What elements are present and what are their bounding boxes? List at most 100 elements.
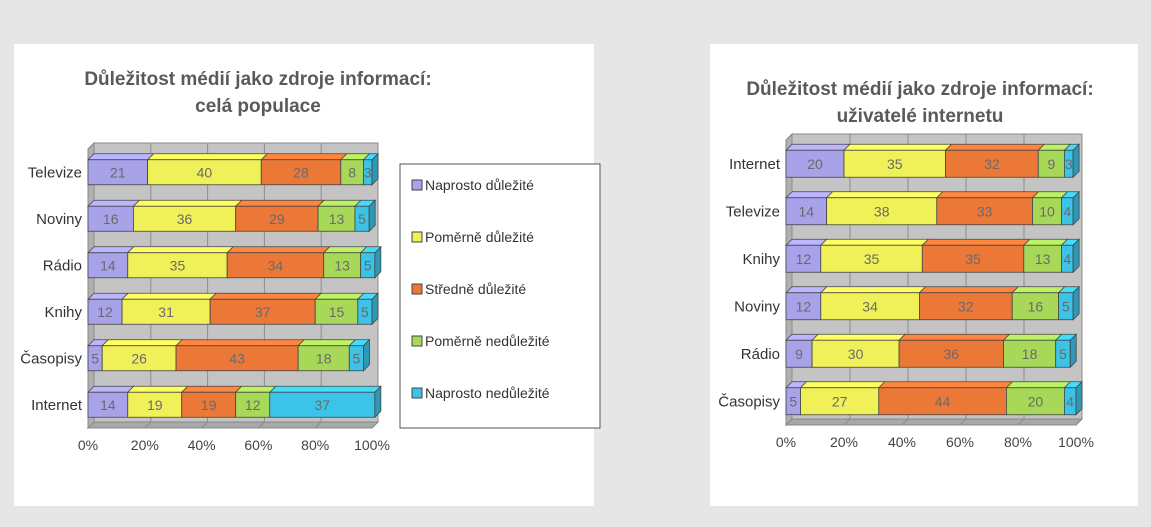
- legend-swatch: [411, 283, 423, 295]
- right-bar-top: [1011, 286, 1066, 294]
- right-bar-top: [819, 286, 927, 294]
- left-bar-top: [180, 385, 243, 393]
- right-bar-segment: [826, 197, 938, 226]
- right-data-label: 33: [977, 203, 993, 219]
- right-bar-segment: [800, 387, 880, 416]
- left-bar-side: [363, 338, 370, 372]
- left-bar-segment: [297, 345, 350, 372]
- right-category-label: Internet: [729, 156, 781, 173]
- right-bar-top: [921, 238, 1031, 246]
- right-bar-segment: [1003, 339, 1057, 368]
- left-data-label: 18: [316, 350, 332, 366]
- right-bar-segment: [785, 149, 845, 178]
- legend-label: Poměrně nedůležité: [425, 333, 550, 349]
- left-data-label: 35: [170, 257, 186, 273]
- right-bar-side: [1072, 190, 1080, 226]
- left-plot-side-wall: [87, 141, 95, 430]
- right-grid-floor-line: [901, 418, 909, 426]
- right-bar-side: [1072, 238, 1080, 274]
- left-bar-top: [121, 292, 218, 300]
- left-bar-top: [268, 385, 382, 393]
- right-bar-top: [799, 381, 886, 389]
- left-data-label: 36: [177, 211, 193, 227]
- left-bar-segment: [87, 205, 134, 232]
- legend-label: Naprosto nedůležité: [425, 385, 550, 401]
- left-bar-segment: [314, 298, 359, 325]
- left-data-label: 5: [352, 350, 360, 366]
- right-data-label: 35: [864, 251, 880, 267]
- left-bar-segment: [317, 205, 356, 232]
- left-bar-top: [260, 153, 348, 161]
- left-bar-top: [209, 292, 323, 300]
- left-data-label: 37: [255, 304, 271, 320]
- left-bar-top: [87, 153, 155, 161]
- right-data-label: 34: [862, 298, 878, 314]
- left-grid-floor-line: [87, 421, 95, 429]
- right-bar-segment: [811, 339, 900, 368]
- left-bar-top: [87, 246, 135, 254]
- right-bar-segment: [843, 149, 946, 178]
- right-category-label: Televize: [726, 203, 780, 220]
- left-data-label: 34: [268, 257, 284, 273]
- left-bar-side: [371, 152, 379, 186]
- left-bar-top: [322, 246, 368, 254]
- right-bar-top: [785, 143, 851, 151]
- right-bar-segment: [1023, 244, 1062, 273]
- left-bar-segment: [87, 159, 149, 186]
- left-data-label: 15: [329, 304, 345, 320]
- right-data-label: 20: [807, 156, 823, 172]
- left-bar-segment: [101, 345, 177, 372]
- chart-left-title: Důležitost médií jako zdroje informací:: [84, 69, 431, 90]
- chart-left-subtitle: celá populace: [195, 96, 321, 117]
- left-bar-top: [297, 339, 357, 347]
- right-bar-segment: [1037, 149, 1065, 178]
- left-data-label: 13: [334, 257, 350, 273]
- left-bar-side: [368, 199, 376, 233]
- right-data-label: 5: [789, 393, 797, 409]
- left-grid-floor-line: [314, 421, 322, 429]
- left-data-label: 21: [110, 164, 126, 180]
- right-grid-floor-line: [785, 418, 793, 426]
- right-bar-top: [811, 333, 907, 341]
- left-bar-top: [126, 246, 235, 254]
- left-data-label: 19: [147, 397, 163, 413]
- left-bar-segment: [133, 205, 237, 232]
- right-data-label: 14: [799, 203, 815, 219]
- right-grid-floor-line: [959, 418, 967, 426]
- left-data-label: 13: [329, 211, 345, 227]
- right-data-label: 32: [958, 298, 974, 314]
- left-bar-segment: [87, 252, 129, 279]
- right-data-label: 5: [1062, 298, 1070, 314]
- legend-label: Naprosto důležité: [425, 177, 534, 193]
- right-data-label: 12: [796, 251, 812, 267]
- left-bar-top: [234, 199, 326, 207]
- left-data-label: 19: [201, 397, 217, 413]
- left-data-label: 14: [100, 397, 116, 413]
- right-grid-floor-line: [1075, 418, 1083, 426]
- left-bar-segment: [226, 252, 325, 279]
- right-data-label: 16: [1028, 298, 1044, 314]
- left-tick-label: 100%: [354, 437, 390, 453]
- left-bar-segment: [121, 298, 211, 325]
- right-data-label: 18: [1022, 346, 1038, 362]
- left-tick-label: 0%: [78, 437, 98, 453]
- right-category-label: Rádio: [741, 346, 780, 363]
- right-bar-top: [918, 286, 1020, 294]
- legend-label: Poměrně důležité: [425, 229, 534, 245]
- right-bar-top: [785, 191, 834, 199]
- right-bar-top: [1022, 238, 1069, 246]
- left-tick-label: 40%: [188, 437, 216, 453]
- right-bar-top: [1005, 381, 1072, 389]
- left-bar-top: [132, 199, 243, 207]
- left-data-label: 5: [91, 350, 99, 366]
- left-grid-floor-line: [371, 421, 379, 429]
- right-bar-top: [944, 143, 1046, 151]
- left-bar-segment: [323, 252, 362, 279]
- left-bar-segment: [87, 298, 123, 325]
- right-tick-label: 100%: [1058, 434, 1094, 450]
- left-bar-top: [146, 153, 269, 161]
- left-data-label: 43: [229, 350, 245, 366]
- right-bar-segment: [820, 292, 920, 321]
- right-bar-segment: [1032, 197, 1062, 226]
- right-bar-side: [1072, 285, 1080, 321]
